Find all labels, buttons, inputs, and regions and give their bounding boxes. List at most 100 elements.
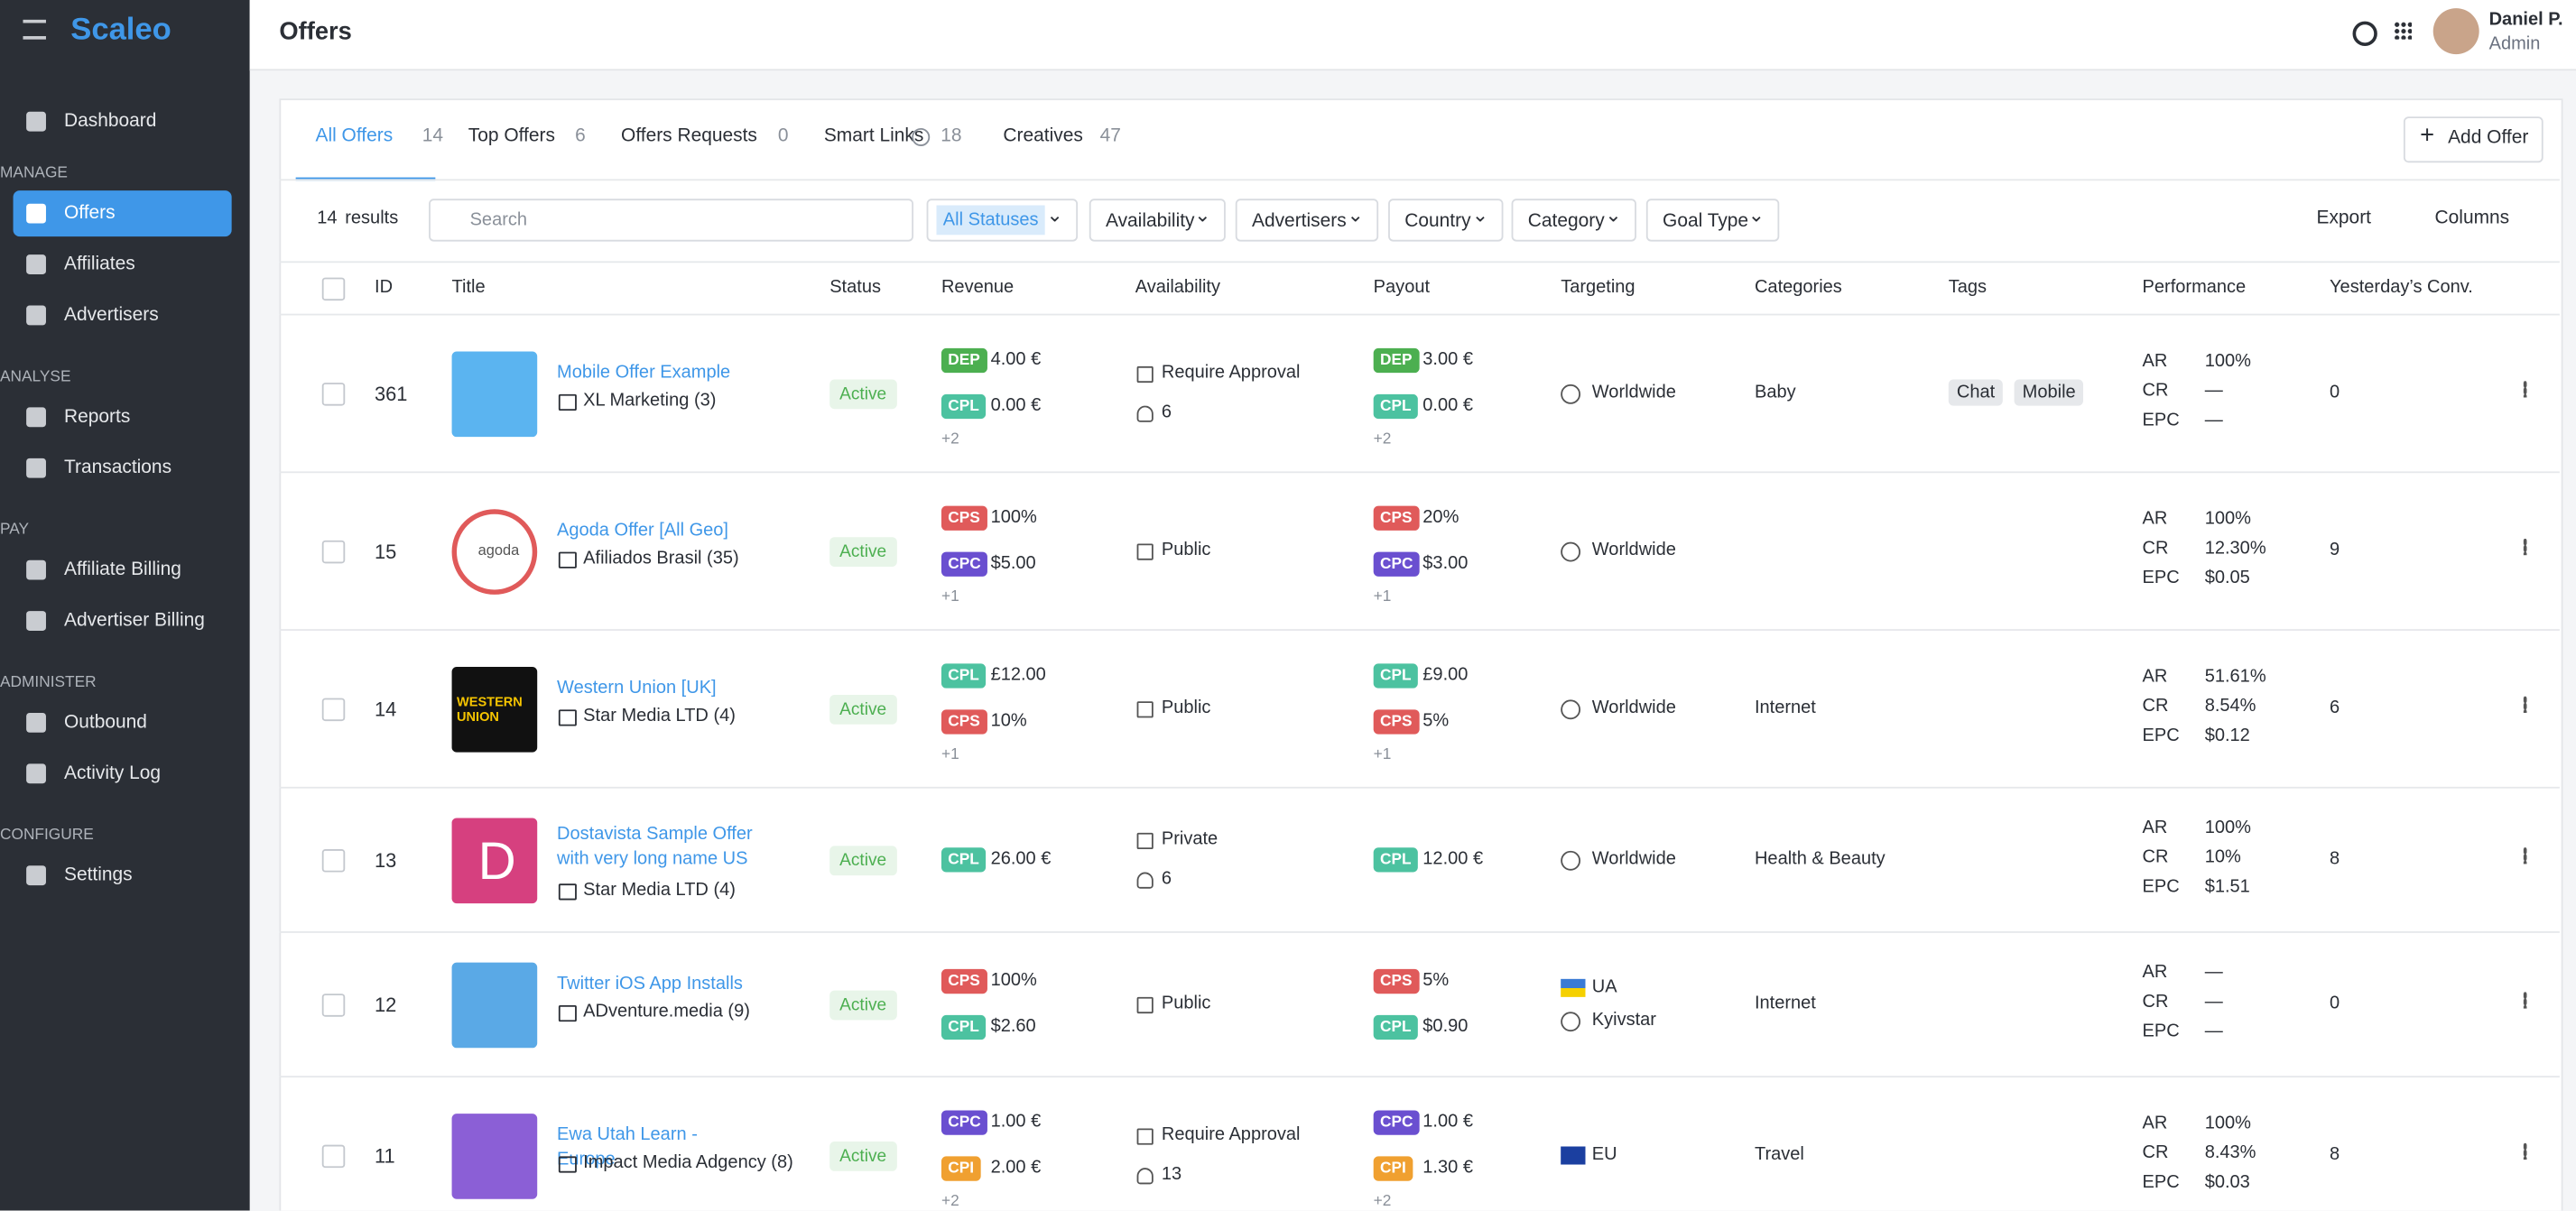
- export-action[interactable]: Export: [2316, 208, 2372, 229]
- filter-dropdown[interactable]: Goal Type: [1645, 194, 1780, 242]
- pricing-badge: CPL: [1373, 1014, 1418, 1040]
- column-header[interactable]: Revenue: [941, 277, 1015, 298]
- avatar[interactable]: [2432, 8, 2479, 55]
- offer-id: 361: [375, 383, 408, 406]
- nav-item[interactable]: Affiliate Billing: [14, 547, 232, 593]
- nav-item[interactable]: Offers: [13, 190, 232, 237]
- add-offer-button[interactable]: Add Offer +: [2403, 116, 2544, 163]
- tab-label[interactable]: All Offers: [315, 126, 394, 146]
- column-header[interactable]: Availability: [1135, 277, 1221, 298]
- performance-value: 10%: [2204, 847, 2241, 868]
- filter-dropdown[interactable]: Country: [1388, 194, 1504, 242]
- offer-title[interactable]: Agoda Offer [All Geo]: [557, 521, 729, 541]
- nav-item[interactable]: Advertisers: [14, 292, 232, 338]
- row-menu[interactable]: [2523, 992, 2527, 1009]
- apps-icon[interactable]: [2394, 21, 2413, 40]
- header-bottom-line: [279, 313, 2560, 316]
- nav-item[interactable]: Outbound: [14, 699, 232, 745]
- performance-value: $0.05: [2204, 568, 2250, 588]
- tab-label[interactable]: Smart Links: [823, 126, 924, 146]
- help-icon[interactable]: [2352, 21, 2377, 46]
- pricing-value: 100%: [990, 970, 1037, 991]
- pricing-badge: CPL: [941, 663, 987, 689]
- performance-value: —: [2204, 1021, 2223, 1042]
- filter-dropdown[interactable]: Availability: [1089, 194, 1226, 242]
- filter-dropdown[interactable]: Category: [1511, 194, 1636, 242]
- offer-id: 12: [375, 994, 397, 1017]
- offer-title[interactable]: Twitter iOS App Installs: [557, 974, 743, 994]
- row-checkbox[interactable]: [321, 383, 346, 406]
- performance-label: EPC: [2142, 726, 2180, 746]
- advertiser-icon: [558, 551, 577, 569]
- row-menu[interactable]: [2523, 1142, 2527, 1160]
- brand: Scaleo: [70, 13, 171, 48]
- row-checkbox[interactable]: [321, 994, 346, 1017]
- pricing-value: 3.00 €: [1422, 349, 1473, 370]
- row-checkbox[interactable]: [321, 1144, 346, 1169]
- status-pill: Active: [829, 846, 897, 876]
- offer-id: 13: [375, 849, 397, 873]
- tab-label[interactable]: Top Offers: [468, 126, 555, 146]
- performance-label: AR: [2142, 667, 2168, 687]
- column-header[interactable]: Performance: [2142, 277, 2247, 298]
- column-header[interactable]: Categories: [1754, 277, 1842, 298]
- performance-label: CR: [2142, 992, 2169, 1012]
- column-header[interactable]: Yesterday’s Conv.: [2330, 277, 2473, 298]
- row-menu[interactable]: [2523, 539, 2527, 556]
- nav-item[interactable]: Reports: [14, 394, 232, 440]
- pricing-badge: CPS: [1373, 709, 1419, 735]
- column-header[interactable]: Payout: [1373, 277, 1431, 298]
- offer-title[interactable]: Ewa Utah Learn - Europe: [557, 1124, 698, 1169]
- top-bar: [249, 0, 2576, 71]
- nav-item[interactable]: Transactions: [14, 445, 232, 491]
- results-label: results: [345, 208, 399, 229]
- pricing-badge: DEP: [1373, 347, 1419, 374]
- advertiser: XL Marketing (3): [583, 391, 717, 411]
- column-header[interactable]: Targeting: [1561, 277, 1635, 298]
- offer-title[interactable]: Western Union [UK]: [557, 678, 717, 698]
- performance-value: —: [2204, 962, 2223, 983]
- performance-value: 100%: [2204, 1114, 2251, 1133]
- row-checkbox[interactable]: [321, 540, 346, 564]
- thumbnail-text: D: [477, 831, 516, 891]
- tab-label[interactable]: Offers Requests: [621, 126, 757, 146]
- row-menu[interactable]: [2523, 696, 2527, 713]
- column-header[interactable]: ID: [375, 277, 394, 298]
- availability: Public: [1161, 994, 1211, 1014]
- pricing-value: 5%: [1422, 711, 1450, 731]
- pricing-badge: CPC: [941, 1110, 988, 1135]
- targeting: Worldwide: [1591, 540, 1676, 560]
- nav-item[interactable]: Activity Log: [14, 751, 232, 797]
- columns-action[interactable]: Columns: [2434, 208, 2510, 229]
- performance-label: CR: [2142, 696, 2169, 716]
- nav-item[interactable]: Settings: [14, 853, 232, 899]
- nav-item[interactable]: Dashboard: [14, 98, 232, 144]
- filter-dropdown[interactable]: Advertisers: [1235, 194, 1379, 242]
- select-all[interactable]: [321, 277, 346, 301]
- category: Baby: [1754, 383, 1796, 402]
- availability: 6: [1161, 868, 1172, 889]
- offer-title[interactable]: Mobile Offer Example: [557, 363, 731, 384]
- row-checkbox[interactable]: [321, 849, 346, 873]
- nav-item[interactable]: Affiliates: [14, 242, 232, 288]
- availability-icon: [1136, 1128, 1154, 1145]
- advertiser: Star Media LTD (4): [583, 706, 736, 726]
- row-menu[interactable]: [2523, 381, 2527, 398]
- yesterday-conversions: 8: [2330, 1144, 2340, 1165]
- column-header[interactable]: Title: [451, 277, 486, 298]
- column-header[interactable]: Status: [829, 277, 881, 298]
- nav-item[interactable]: Advertiser Billing: [14, 598, 232, 644]
- search-box[interactable]: Search: [429, 199, 914, 242]
- row-checkbox[interactable]: [321, 698, 346, 722]
- row-menu[interactable]: [2523, 847, 2527, 864]
- offer-id: 15: [375, 540, 397, 564]
- yesterday-conversions: 9: [2330, 540, 2340, 560]
- pricing-value: $2.60: [990, 1016, 1036, 1037]
- availability: Require Approval: [1161, 1124, 1301, 1145]
- filter-dropdown[interactable]: All Statuses: [926, 194, 1079, 242]
- offer-title[interactable]: Dostavista Sample Offer with very long n…: [557, 824, 753, 869]
- performance-label: CR: [2142, 539, 2169, 559]
- column-header[interactable]: Tags: [1948, 277, 1988, 298]
- tab-label[interactable]: Creatives: [1003, 126, 1083, 146]
